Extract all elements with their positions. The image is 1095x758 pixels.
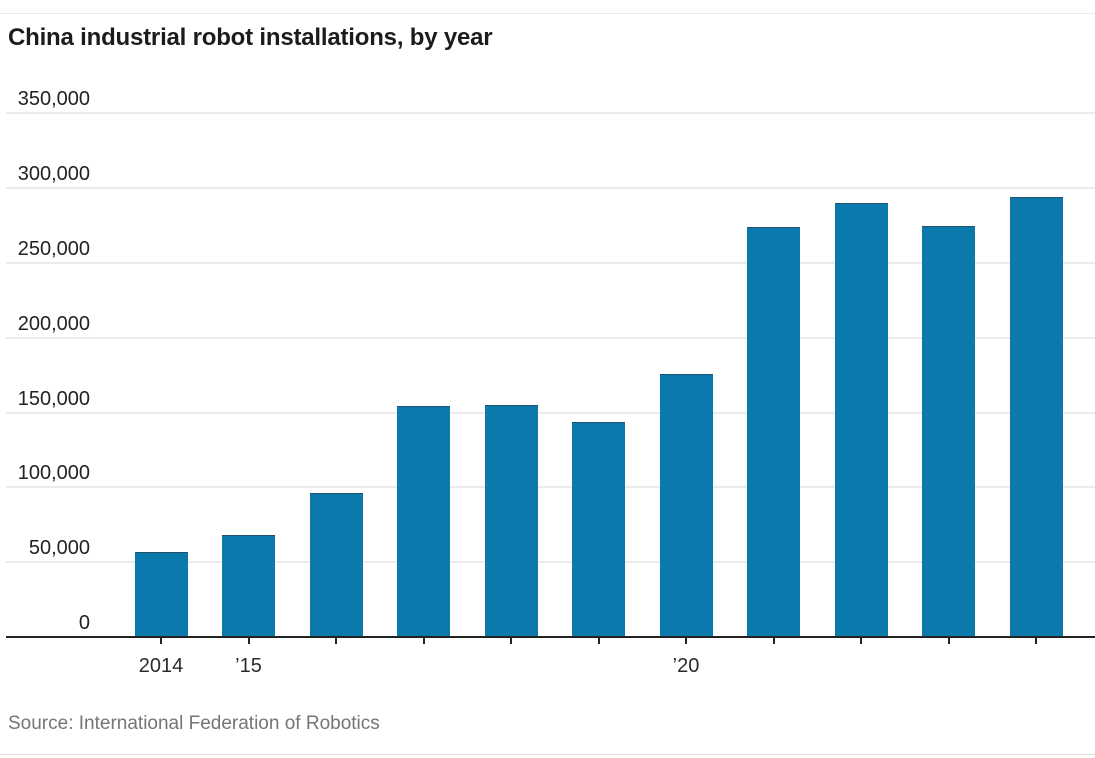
bar-2019 (572, 421, 625, 637)
bar-2023 (922, 226, 975, 637)
y-axis-label-250000: 250,000 (17, 237, 90, 260)
x-tick-2016 (335, 638, 337, 644)
x-axis-line (6, 636, 1095, 638)
y-axis-label-200000: 200,000 (17, 312, 90, 335)
bar-2022 (834, 203, 888, 637)
bar-2017 (397, 405, 450, 637)
x-tick-2017 (422, 638, 425, 644)
y-axis-label-300000: 300,000 (17, 163, 90, 186)
y-axis-label-100000: 100,000 (17, 462, 90, 485)
y-axis-label-0: 0 (78, 612, 90, 634)
source-note: Source: International Federation of Robo… (8, 713, 380, 734)
gridline-150000 (6, 411, 1095, 414)
x-tick-2023 (947, 638, 950, 644)
y-axis-label-50000: 50,000 (28, 537, 90, 560)
x-tick-2022 (860, 638, 862, 644)
x-axis-label-2020: ’20 (672, 655, 700, 677)
gridline-250000 (6, 261, 1095, 264)
x-tick-2014 (160, 638, 162, 644)
y-axis-label-350000: 350,000 (17, 88, 90, 111)
bar-2020 (659, 374, 713, 637)
gridline-100000 (6, 486, 1095, 489)
gridline-300000 (6, 187, 1095, 190)
x-tick-2019 (597, 638, 600, 644)
top-rule (0, 13, 1095, 14)
gridline-200000 (6, 336, 1095, 339)
x-tick-2021 (772, 638, 775, 644)
gridline-350000 (6, 112, 1095, 115)
chart-title: China industrial robot installations, by… (8, 24, 493, 51)
x-tick-2020 (685, 638, 687, 644)
bar-2016 (309, 492, 363, 637)
bottom-rule (0, 754, 1095, 755)
x-axis-label-2014: 2014 (138, 655, 184, 677)
bar-2018 (484, 405, 538, 637)
x-tick-2015 (247, 638, 250, 644)
x-tick-2018 (510, 638, 512, 644)
bar-2021 (747, 227, 800, 637)
y-axis-label-150000: 150,000 (17, 387, 90, 410)
bar-2014 (134, 551, 188, 637)
gridline-50000 (6, 561, 1095, 564)
x-axis-label-2015: ’15 (235, 655, 262, 677)
bar-2015 (222, 534, 275, 637)
x-tick-2024 (1035, 638, 1037, 644)
bar-2024 (1009, 197, 1063, 637)
